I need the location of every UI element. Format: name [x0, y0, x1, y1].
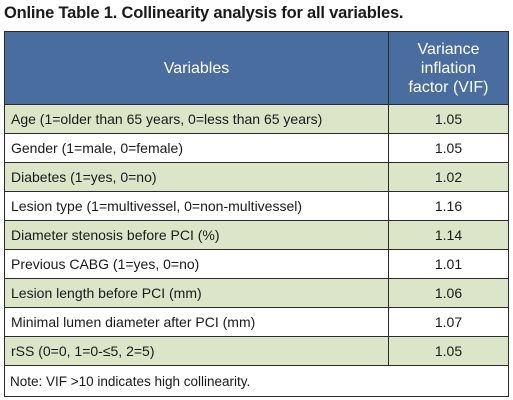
vif-cell: 1.14: [388, 220, 509, 250]
table-row: Diameter stenosis before PCI (%) 1.14: [4, 220, 509, 250]
table-row: Lesion type (1=multivessel, 0=non-multiv…: [4, 191, 509, 221]
table-row: rSS (0=0, 1=0-≤5, 2=5) 1.05: [4, 336, 509, 366]
header-vif: Variance inflation factor (VIF): [388, 31, 509, 105]
collinearity-table: Variables Variance inflation factor (VIF…: [4, 31, 509, 397]
table-row: Age (1=older than 65 years, 0=less than …: [4, 104, 509, 134]
variable-cell: Diabetes (1=yes, 0=no): [4, 162, 389, 192]
table-row: Minimal lumen diameter after PCI (mm) 1.…: [4, 307, 509, 337]
table-row: Previous CABG (1=yes, 0=no) 1.01: [4, 249, 509, 279]
header-row: Variables Variance inflation factor (VIF…: [4, 31, 509, 105]
table-row: Lesion length before PCI (mm) 1.06: [4, 278, 509, 308]
header-vif-line-2: inflation: [420, 59, 477, 77]
variable-cell: Minimal lumen diameter after PCI (mm): [4, 307, 389, 337]
variable-cell: Age (1=older than 65 years, 0=less than …: [4, 104, 389, 134]
vif-cell: 1.05: [388, 104, 509, 134]
header-vif-line-1: Variance: [417, 40, 480, 58]
variable-cell: Previous CABG (1=yes, 0=no): [4, 249, 389, 279]
vif-cell: 1.05: [388, 336, 509, 366]
table-title: Online Table 1. Collinearity analysis fo…: [4, 4, 404, 22]
vif-cell: 1.05: [388, 133, 509, 163]
vif-cell: 1.06: [388, 278, 509, 308]
variable-cell: Gender (1=male, 0=female): [4, 133, 389, 163]
note-row: Note: VIF >10 indicates high collinearit…: [4, 365, 509, 397]
variable-cell: Lesion length before PCI (mm): [4, 278, 389, 308]
header-vif-line-3: factor (VIF): [408, 78, 489, 96]
vif-cell: 1.01: [388, 249, 509, 279]
table-row: Diabetes (1=yes, 0=no) 1.02: [4, 162, 509, 192]
vif-cell: 1.07: [388, 307, 509, 337]
variable-cell: Lesion type (1=multivessel, 0=non-multiv…: [4, 191, 389, 221]
table-row: Gender (1=male, 0=female) 1.05: [4, 133, 509, 163]
table-note: Note: VIF >10 indicates high collinearit…: [4, 365, 509, 397]
variable-cell: rSS (0=0, 1=0-≤5, 2=5): [4, 336, 389, 366]
vif-cell: 1.02: [388, 162, 509, 192]
variable-cell: Diameter stenosis before PCI (%): [4, 220, 389, 250]
vif-cell: 1.16: [388, 191, 509, 221]
header-variables: Variables: [4, 31, 389, 105]
